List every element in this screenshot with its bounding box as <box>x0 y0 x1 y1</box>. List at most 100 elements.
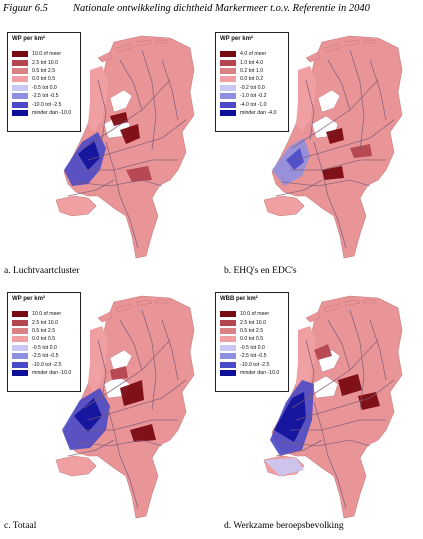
legend-item: -2.5 tot -0.5 <box>12 352 77 360</box>
legend-label: 1.0 tot 4.0 <box>240 59 264 66</box>
legend-swatch <box>220 353 236 360</box>
province-shape <box>55 455 97 477</box>
island-shape <box>323 303 341 313</box>
legend-title: WP per km² <box>12 296 45 302</box>
panel-caption-b: b. EHQ's en EDC's <box>224 266 297 276</box>
legend-swatch <box>12 327 28 334</box>
legend-swatch <box>12 59 28 66</box>
legend-label: 0.2 tot 1.0 <box>240 67 264 74</box>
road-line <box>67 439 115 457</box>
legend-item: 0.0 tot 0.5 <box>220 335 285 343</box>
density-increase-zone <box>322 166 344 180</box>
road-line <box>105 401 139 509</box>
map-panel-a: WP per km² 10.0 of meer 2.5 tot 10.0 0.5 t… <box>2 20 208 260</box>
road-line <box>161 59 179 121</box>
legend-label: 2.5 tot 10.0 <box>240 319 266 326</box>
legend-label: -0.2 tot 0.0 <box>240 84 265 91</box>
legend-item: 2.5 tot 10.0 <box>12 58 77 66</box>
road-line <box>313 401 347 509</box>
legend-label: -0.5 tot 0.0 <box>32 84 57 91</box>
road-line <box>83 339 171 409</box>
legend-item: -1.0 tot -0.2 <box>220 92 285 100</box>
legend-swatch <box>12 109 28 116</box>
legend-label: -10.0 tot -2.5 <box>32 101 62 108</box>
legend-label: 2.5 tot 10.0 <box>32 319 58 326</box>
legend-item: -0.5 tot 0.0 <box>12 344 77 352</box>
legend-swatch <box>12 319 28 326</box>
legend-label: minder dan -10.0 <box>32 109 72 116</box>
road-line <box>291 79 379 149</box>
legend-swatch <box>220 369 236 376</box>
road-line <box>87 379 187 421</box>
road-line <box>97 339 107 401</box>
legend-item: -2.5 tot -0.5 <box>220 352 285 360</box>
road-line <box>327 319 351 371</box>
road-line <box>305 339 315 401</box>
legend-item: -10.0 tot -2.5 <box>220 360 285 368</box>
legend-item: 0.2 tot 1.0 <box>220 67 285 75</box>
road-line <box>73 179 163 187</box>
road-line <box>291 339 379 409</box>
map-panel-d: WBB per km² 10.0 of meer 2.5 tot 10.0 0.5 … <box>210 280 416 520</box>
legend-item: -10.0 tot -2.5 <box>12 360 77 368</box>
road-line <box>305 79 315 141</box>
province-shape <box>55 195 97 217</box>
legend-swatch <box>220 311 236 318</box>
road-line <box>290 419 386 431</box>
road-line <box>313 141 347 249</box>
density-decrease-zone <box>286 148 304 170</box>
density-increase-zone <box>110 366 128 380</box>
legend-label: -4.0 tot -1.0 <box>240 101 267 108</box>
legend-label: 0.0 tot 0.5 <box>32 336 56 343</box>
legend-swatch <box>12 76 28 83</box>
map-legend: WP per km² 4.0 of meer 1.0 tot 4.0 0.2 tot… <box>215 32 289 132</box>
map-legend: WP per km² 10.0 of meer 2.5 tot 10.0 0.5 t… <box>7 292 81 392</box>
density-increase-zone <box>314 344 332 360</box>
legend-label: 0.5 tot 2.5 <box>240 327 264 334</box>
density-increase-zone <box>126 166 152 182</box>
legend-label: -2.5 tot -0.5 <box>240 353 267 360</box>
province-shape <box>88 66 108 132</box>
island-shape <box>155 39 169 44</box>
density-decrease-zone <box>74 398 102 432</box>
road-line <box>87 119 187 161</box>
legend-swatch <box>12 311 28 318</box>
road-line <box>327 59 351 111</box>
legend-item: minder dan -10.0 <box>12 369 77 377</box>
road-line <box>369 319 387 381</box>
road-line <box>295 119 395 161</box>
legend-swatch <box>220 327 236 334</box>
legend-swatch <box>220 319 236 326</box>
legend-label: -1.0 tot -0.2 <box>240 93 267 100</box>
legend-label: 10.0 of meer <box>32 51 62 58</box>
island-shape <box>363 299 377 304</box>
island-shape <box>155 299 169 304</box>
road-line <box>281 179 371 187</box>
road-line <box>369 59 387 121</box>
legend-item: 0.5 tot 2.5 <box>12 327 77 335</box>
island-shape <box>305 311 321 323</box>
legend-item: 0.5 tot 2.5 <box>220 327 285 335</box>
road-line <box>161 319 179 381</box>
legend-item: minder dan -10.0 <box>12 109 77 117</box>
island-shape <box>323 43 341 53</box>
island-shape <box>135 39 153 47</box>
legend-label: 10.0 of meer <box>32 311 62 318</box>
density-increase-zone <box>120 124 140 144</box>
legend-label: -2.5 tot -0.5 <box>32 353 59 360</box>
island-shape <box>97 311 113 323</box>
density-increase-zone <box>120 380 144 406</box>
island-shape <box>115 43 133 53</box>
legend-label: 0.0 tot 0.2 <box>240 76 264 83</box>
legend-item: -0.5 tot 0.0 <box>12 84 77 92</box>
legend-swatch <box>12 361 28 368</box>
country-shape <box>63 35 195 259</box>
road-line <box>349 309 365 411</box>
legend-item: 10.0 of meer <box>12 310 77 318</box>
legend-swatch <box>12 344 28 351</box>
legend-label: 10.0 of meer <box>240 311 270 318</box>
island-shape <box>97 51 113 63</box>
legend-swatch <box>220 59 236 66</box>
figure-number: Figuur 6.5 <box>3 3 48 14</box>
legend-item: 2.5 tot 10.0 <box>12 318 77 326</box>
